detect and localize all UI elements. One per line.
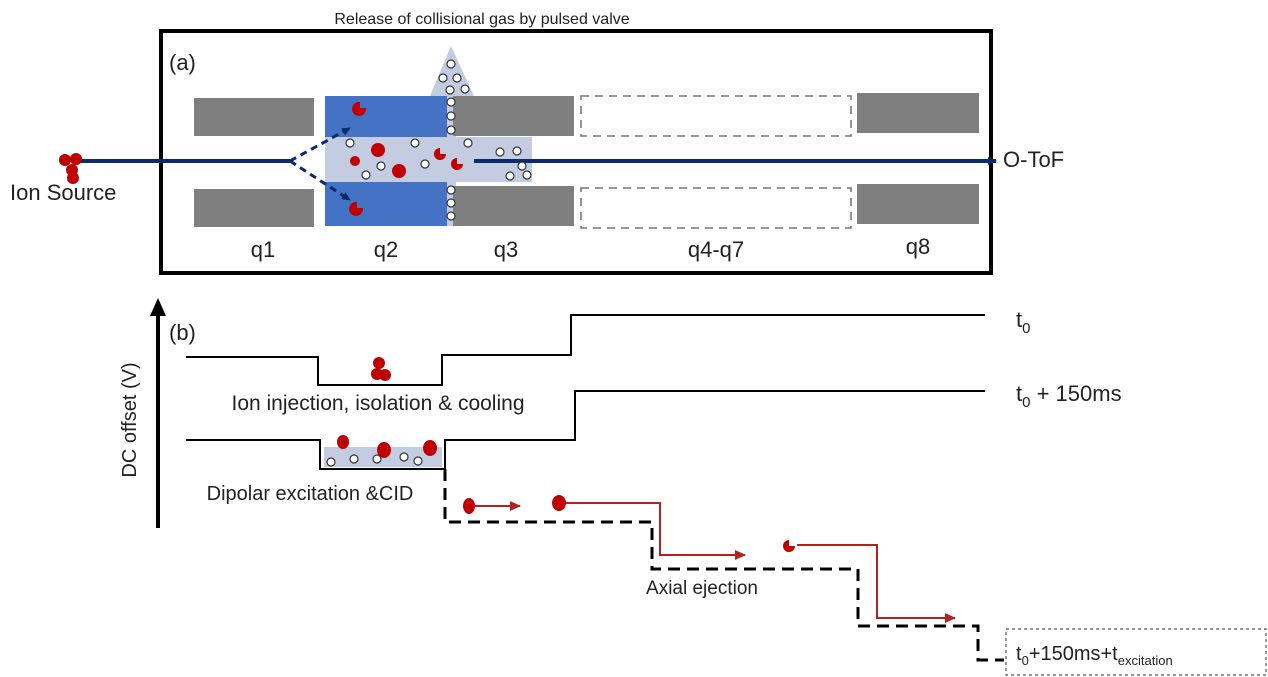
- segment-label-q1: q1: [251, 237, 275, 262]
- time-label-excitation: t0+150ms+texcitation: [1016, 643, 1173, 668]
- ejected-ions: [463, 495, 956, 623]
- gas-molecules: [345, 59, 532, 221]
- excitation-gas-molecules: [326, 452, 423, 467]
- q4-q7-rod-bottom: [580, 187, 852, 229]
- excited-ions: [337, 435, 437, 458]
- potential-trace-t0: [186, 314, 985, 386]
- ion-source-label: Ion Source: [10, 180, 116, 205]
- caption-ejection: Axial ejection: [646, 578, 758, 599]
- time-label-t150: t0 + 150ms: [1016, 381, 1122, 411]
- ion-source-icon: [59, 153, 82, 184]
- y-axis-arrowhead: [150, 298, 166, 316]
- q3-rod-bottom: [453, 186, 574, 226]
- segment-label-q2: q2: [374, 237, 398, 262]
- trapped-ion-cluster: [371, 357, 391, 381]
- segment-label-q4-q7: q4-q7: [688, 237, 744, 262]
- gas-release-text: Release of collisional gas by pulsed val…: [334, 11, 629, 28]
- segment-label-q3: q3: [494, 237, 518, 262]
- potential-trace-ejection: [443, 469, 1004, 662]
- caption-excitation: Dipolar excitation &CID: [207, 483, 414, 505]
- gas-column: [447, 96, 456, 226]
- q1-rod-bottom: [194, 189, 314, 227]
- q4-q7-rod-top: [580, 95, 852, 137]
- time-label-t0: t0: [1016, 307, 1030, 337]
- panel-b-label: (b): [169, 320, 196, 345]
- detector-label: O-ToF: [1003, 147, 1064, 172]
- potential-trace-t150: [186, 390, 985, 470]
- panel-a-label: (a): [169, 50, 196, 75]
- q8-rod-bottom: [857, 184, 979, 224]
- segment-label-q8: q8: [906, 234, 930, 259]
- gas-nozzle: [430, 46, 474, 96]
- y-axis-label: DC offset (V): [119, 362, 141, 477]
- excitation-time-box: [1005, 628, 1267, 676]
- panel-a-frame: [159, 29, 993, 275]
- q1-rod-top: [194, 98, 314, 136]
- ions-q2: [349, 101, 463, 216]
- q8-rod-top: [857, 93, 979, 133]
- q3-rod-top: [453, 96, 574, 136]
- caption-injection: Ion injection, isolation & cooling: [231, 392, 524, 415]
